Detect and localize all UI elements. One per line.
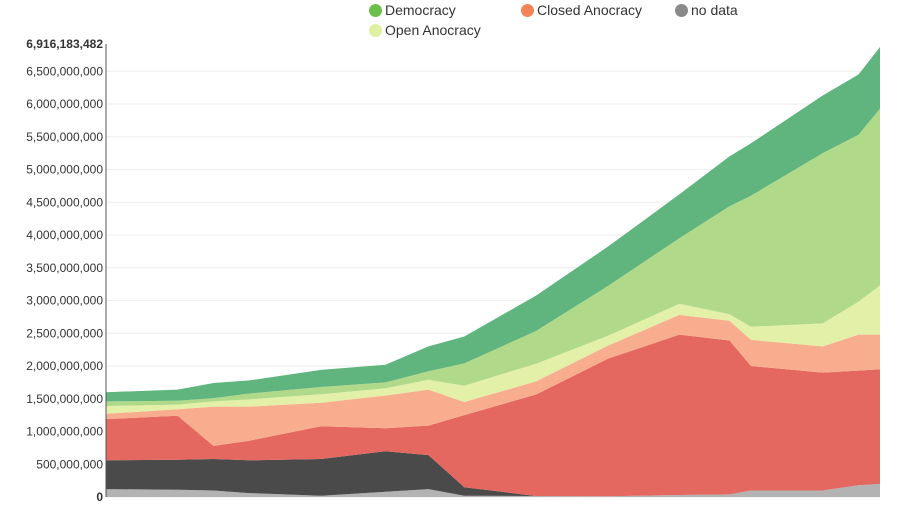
legend-label-open-anocracy: Open Anocracy bbox=[385, 22, 481, 38]
area-democracy[interactable] bbox=[106, 47, 880, 402]
y-tick-label: 4,500,000,000 bbox=[26, 195, 103, 209]
y-tick-label: 5,000,000,000 bbox=[26, 163, 103, 177]
legend-dot-closed-anocracy bbox=[521, 3, 534, 17]
y-tick-label: 0 bbox=[96, 490, 103, 504]
area-autocracy[interactable] bbox=[106, 451, 880, 497]
legend-item-democracy[interactable]: Democracy bbox=[369, 2, 456, 18]
area-closed-anocracy[interactable] bbox=[106, 334, 880, 497]
y-tick-label: 1,000,000,000 bbox=[26, 425, 103, 439]
legend-label-no-data: no data bbox=[691, 2, 738, 18]
y-axis: 0 500,000,000 1,000,000,000 1,500,000,000 2,… bbox=[26, 37, 107, 504]
y-tick-label: 5,500,000,000 bbox=[26, 130, 103, 144]
area-open-anocracy-2[interactable] bbox=[106, 285, 880, 414]
areas bbox=[106, 47, 880, 497]
legend-dot-no-data bbox=[675, 3, 688, 17]
area-democracy-light[interactable] bbox=[106, 108, 880, 406]
y-max-label: 6,916,183,482 bbox=[26, 37, 103, 51]
y-tick-label: 4,000,000,000 bbox=[26, 228, 103, 242]
legend-dot-democracy bbox=[369, 3, 382, 17]
legend-item-open-anocracy[interactable]: Open Anocracy bbox=[369, 22, 481, 38]
legend: Democracy Closed Anocracy no data Open A… bbox=[0, 2, 900, 44]
y-tick-label: 3,000,000,000 bbox=[26, 294, 103, 308]
y-tick-label: 3,500,000,000 bbox=[26, 261, 103, 275]
y-tick-label: 1,500,000,000 bbox=[26, 392, 103, 406]
legend-item-no-data[interactable]: no data bbox=[675, 2, 738, 18]
legend-item-closed-anocracy[interactable]: Closed Anocracy bbox=[521, 2, 642, 18]
y-tick-label: 6,500,000,000 bbox=[26, 64, 103, 78]
y-tick-label: 2,000,000,000 bbox=[26, 359, 103, 373]
legend-label-democracy: Democracy bbox=[385, 2, 456, 18]
y-tick-label: 2,500,000,000 bbox=[26, 326, 103, 340]
y-tick-label: 6,000,000,000 bbox=[26, 97, 103, 111]
area-no-data[interactable] bbox=[106, 483, 880, 497]
legend-label-closed-anocracy: Closed Anocracy bbox=[537, 2, 643, 18]
legend-dot-open-anocracy bbox=[369, 23, 382, 37]
area-open-anocracy[interactable] bbox=[106, 314, 880, 446]
y-tick-label: 500,000,000 bbox=[36, 457, 103, 471]
